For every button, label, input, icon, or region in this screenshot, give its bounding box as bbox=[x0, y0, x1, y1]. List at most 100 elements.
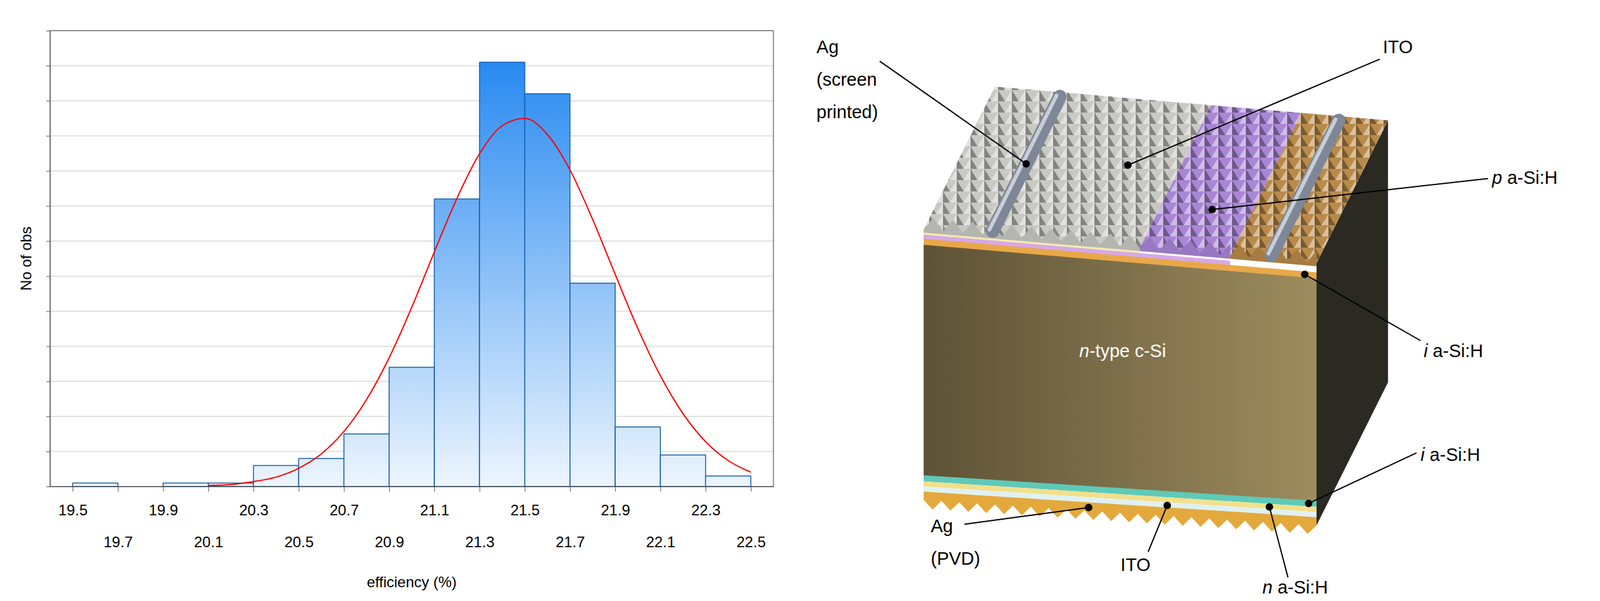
histogram-bar bbox=[389, 367, 435, 487]
x-tick-mark bbox=[524, 486, 526, 492]
y-tick-mark bbox=[46, 205, 51, 207]
y-tick bbox=[46, 30, 51, 32]
x-tick-label: 21.5 bbox=[510, 501, 541, 519]
histogram-bar bbox=[705, 476, 751, 487]
y-tick bbox=[46, 416, 51, 418]
x-tick-mark bbox=[253, 486, 255, 492]
x-tick-mark bbox=[163, 486, 164, 492]
front-face bbox=[923, 244, 1317, 503]
y-tick bbox=[46, 311, 51, 313]
y-tick-mark bbox=[46, 311, 51, 313]
x-tick: 19.5 bbox=[58, 486, 88, 519]
x-tick: 21.3 bbox=[465, 486, 495, 551]
x-tick-mark bbox=[434, 486, 435, 492]
x-tick-label: 19.5 bbox=[58, 501, 88, 519]
label-line: Ag bbox=[816, 36, 839, 57]
label-rest: a-Si:H bbox=[1424, 444, 1481, 465]
x-tick: 22.1 bbox=[646, 486, 676, 551]
x-tick-label: 20.7 bbox=[329, 501, 360, 519]
x-tick: 22.5 bbox=[736, 486, 766, 551]
x-tick-mark bbox=[117, 486, 119, 492]
y-tick bbox=[46, 381, 51, 383]
grid-line bbox=[50, 170, 774, 172]
texture-edge bbox=[923, 218, 1140, 252]
histogram-bar bbox=[660, 455, 706, 487]
x-tick-mark bbox=[344, 486, 345, 492]
x-tick-label: 21.7 bbox=[555, 533, 586, 551]
x-tick: 21.7 bbox=[555, 486, 586, 551]
histogram-bar bbox=[570, 283, 616, 487]
y-tick-mark bbox=[46, 346, 51, 348]
leader-dot bbox=[1208, 205, 1216, 214]
x-tick-label: 20.1 bbox=[193, 533, 224, 551]
diagram-label: n a-Si:H bbox=[1262, 577, 1329, 598]
y-tick-mark bbox=[46, 451, 51, 453]
y-tick bbox=[46, 170, 51, 172]
fit-curve bbox=[208, 118, 751, 486]
x-tick-label: 20.5 bbox=[284, 533, 315, 551]
x-axis-line bbox=[50, 486, 775, 488]
x-tick-mark bbox=[72, 486, 74, 492]
leader-line bbox=[1148, 505, 1167, 552]
x-tick: 21.9 bbox=[600, 486, 631, 519]
diagram-label: ITO bbox=[1382, 36, 1413, 57]
grid-line bbox=[50, 135, 774, 137]
label-line: Ag bbox=[930, 516, 953, 537]
bars bbox=[72, 61, 751, 487]
x-tick-label: 19.7 bbox=[103, 533, 134, 551]
label-line: i a-Si:H bbox=[1423, 341, 1483, 362]
ag-finger bbox=[992, 96, 1060, 232]
ag-back-contact bbox=[923, 491, 1317, 535]
label-line: (PVD) bbox=[930, 548, 980, 569]
x-tick-label: 22.1 bbox=[646, 533, 676, 551]
grid-line bbox=[50, 205, 774, 207]
y-tick bbox=[46, 486, 51, 488]
y-tick bbox=[46, 135, 51, 137]
diagram-label: ITO bbox=[1120, 555, 1151, 576]
leader-dot bbox=[1304, 499, 1313, 508]
y-tick bbox=[46, 276, 51, 278]
y-axis-title: No of obs bbox=[17, 226, 35, 291]
grid-line bbox=[50, 240, 774, 242]
x-tick-mark bbox=[298, 486, 300, 492]
y-tick-mark bbox=[46, 486, 51, 488]
y-tick-mark bbox=[46, 240, 51, 242]
y-tick-mark bbox=[46, 65, 51, 67]
diagram-label: i a-Si:H bbox=[1423, 341, 1483, 362]
y-tick-mark bbox=[46, 100, 51, 102]
x-tick-mark bbox=[750, 486, 752, 492]
x-tick: 20.9 bbox=[374, 486, 405, 551]
histogram-bar bbox=[344, 434, 390, 487]
x-tick-label: 21.1 bbox=[419, 501, 450, 519]
label-line: i a-Si:H bbox=[1420, 444, 1480, 465]
x-tick-label: 19.9 bbox=[148, 501, 179, 519]
leader-line bbox=[1308, 453, 1417, 504]
label-line: (screen bbox=[816, 69, 878, 90]
x-tick-label: 20.9 bbox=[374, 533, 405, 551]
leader-line bbox=[1128, 59, 1381, 166]
label-line: n-type c-Si bbox=[1079, 341, 1167, 362]
label-italic: n bbox=[1079, 341, 1090, 362]
y-tick-mark bbox=[46, 30, 51, 32]
ag-finger bbox=[1271, 120, 1339, 256]
leaders bbox=[879, 59, 1488, 579]
texture-edge bbox=[1139, 236, 1230, 259]
histogram-chart: 19.519.719.920.120.320.520.720.921.121.3… bbox=[17, 30, 775, 591]
x-tick-mark bbox=[479, 486, 480, 492]
y-tick bbox=[46, 65, 51, 67]
label-line: ITO bbox=[1120, 555, 1151, 576]
grid-line bbox=[50, 275, 774, 277]
label-rest: a-Si:H bbox=[1502, 167, 1559, 188]
grid-line bbox=[50, 346, 774, 347]
x-tick-mark bbox=[570, 486, 571, 492]
grid-line bbox=[50, 310, 774, 312]
ag-finger-highlight bbox=[1268, 119, 1336, 255]
diagram-label: Ag (PVD) bbox=[930, 516, 980, 569]
histogram-bar bbox=[163, 483, 209, 487]
x-tick: 19.9 bbox=[148, 486, 179, 519]
leader-line bbox=[1269, 507, 1289, 579]
y-tick-mark bbox=[46, 170, 51, 172]
y-axis-line bbox=[50, 31, 51, 488]
label-rest: a-Si:H bbox=[1427, 341, 1484, 362]
leader-line bbox=[1304, 274, 1421, 342]
